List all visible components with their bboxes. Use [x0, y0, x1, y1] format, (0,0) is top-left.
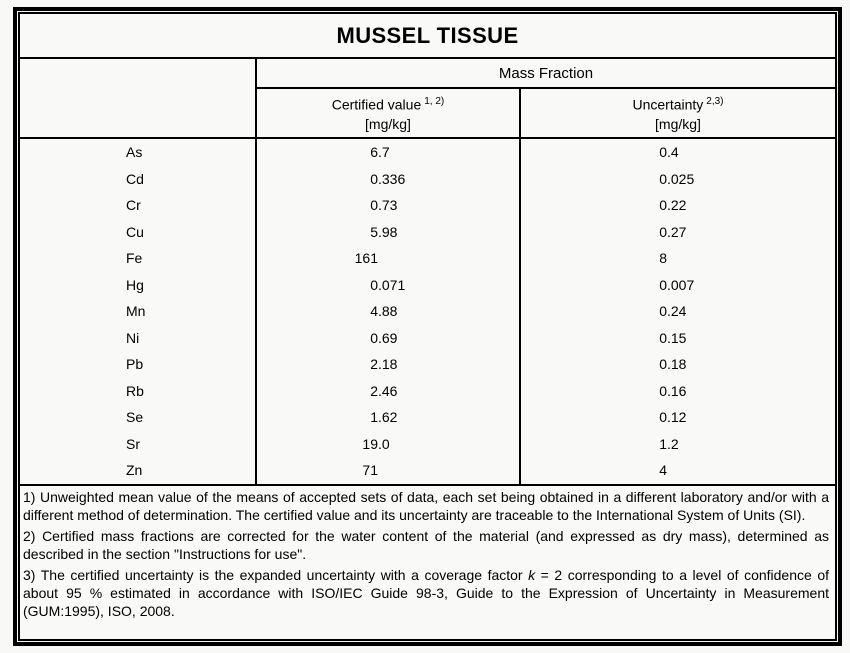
table-inner-frame: MUSSEL TISSUE Mass Fraction Certified va… — [18, 12, 837, 641]
table-row: Ni 0.69 0.15 — [20, 324, 835, 351]
element-symbol: Fe — [20, 245, 257, 272]
uncertainty-value: 1.2 — [659, 435, 679, 452]
uncertainty-value: 4 — [659, 462, 667, 479]
element-symbol: Ni — [20, 324, 257, 351]
certified-value: 0.071 — [257, 271, 521, 298]
uncertainty-label: Uncertainty — [632, 96, 704, 113]
uncertainty-unit: [mg/kg] — [655, 115, 701, 132]
certified-value-footnote-refs: 1, 2) — [424, 96, 445, 108]
table-row: Cu 5.98 0.27 — [20, 218, 835, 245]
header-certified-value: Certified value 1, 2) [mg/kg] — [257, 89, 521, 137]
uncertainty-value: 0.24 — [659, 303, 687, 320]
table-row: Sr 19.0 1.2 — [20, 430, 835, 457]
table-header: Mass Fraction Certified value 1, 2) [mg/k… — [20, 59, 835, 139]
uncertainty-label-line: Uncertainty 2,3) — [632, 92, 723, 115]
certified-value: 6.7 — [257, 139, 521, 166]
element-symbol: Cr — [20, 192, 257, 219]
element-symbol: Rb — [20, 377, 257, 404]
footnote-3-text-post: = 2 corresponding to a level of confiden… — [23, 566, 829, 619]
footnote-3: 3) The certified uncertainty is the expa… — [23, 566, 829, 620]
element-symbol: Cd — [20, 165, 257, 192]
uncertainty-value: 0.18 — [659, 356, 687, 373]
element-symbol: Cu — [20, 218, 257, 245]
uncertainty-value: 0.025 — [659, 170, 695, 187]
uncertainty-footnote-refs: 2,3) — [706, 96, 724, 108]
header-empty-cell — [20, 59, 257, 137]
certified-value-label: Certified value — [331, 96, 422, 113]
table-outer-frame: MUSSEL TISSUE Mass Fraction Certified va… — [13, 7, 842, 646]
footnote-1: 1) Unweighted mean value of the means of… — [23, 488, 829, 523]
footnote-3-k-symbol: k — [528, 566, 536, 583]
element-symbol: As — [20, 139, 257, 166]
element-symbol: Hg — [20, 271, 257, 298]
table-row: Se 1.62 0.12 — [20, 404, 835, 431]
table-row: Cd 0.336 0.025 — [20, 165, 835, 192]
certified-value: 5.98 — [257, 218, 521, 245]
uncertainty-value: 0.12 — [659, 409, 687, 426]
certified-value: 0.336 — [257, 165, 521, 192]
header-uncertainty: Uncertainty 2,3) [mg/kg] — [521, 89, 835, 137]
table-row: Fe 161 8 — [20, 245, 835, 272]
certified-value: 0.73 — [257, 192, 521, 219]
certified-value: 0.69 — [257, 324, 521, 351]
table-row: Cr 0.73 0.22 — [20, 192, 835, 219]
element-symbol: Mn — [20, 298, 257, 325]
certified-value: 19.0 — [257, 430, 521, 457]
uncertainty-value: 0.007 — [659, 276, 695, 293]
element-symbol: Pb — [20, 351, 257, 378]
table-row: As 6.7 0.4 — [20, 139, 835, 166]
uncertainty-value: 0.15 — [659, 329, 687, 346]
certified-value-unit: [mg/kg] — [365, 115, 411, 132]
certified-value: 2.18 — [257, 351, 521, 378]
table-body: As 6.7 0.4 Cd 0.336 0.025 Cr 0.73 0.22 Cu 5.98 0.27… — [20, 139, 835, 486]
table-row: Zn 71 4 — [20, 457, 835, 484]
table-title: MUSSEL TISSUE — [20, 14, 835, 59]
footnote-3-text-pre: 3) The certified uncertainty is the expa… — [23, 566, 529, 583]
table-row: Pb 2.18 0.18 — [20, 351, 835, 378]
table-row: Mn 4.88 0.24 — [20, 298, 835, 325]
table-row: Rb 2.46 0.16 — [20, 377, 835, 404]
certified-value: 2.46 — [257, 377, 521, 404]
header-mass-fraction: Mass Fraction — [257, 59, 835, 89]
table-row: Hg 0.071 0.007 — [20, 271, 835, 298]
footnote-2: 2) Certified mass fractions are correcte… — [23, 527, 829, 562]
uncertainty-value: 0.27 — [659, 223, 687, 240]
uncertainty-value: 0.22 — [659, 197, 687, 214]
certified-value: 71 — [257, 457, 521, 484]
certified-value: 161 — [257, 245, 521, 272]
certified-value: 1.62 — [257, 404, 521, 431]
footnotes: 1) Unweighted mean value of the means of… — [20, 486, 835, 640]
uncertainty-value: 0.4 — [659, 144, 679, 161]
uncertainty-value: 8 — [659, 250, 667, 267]
element-symbol: Se — [20, 404, 257, 431]
certified-value: 4.88 — [257, 298, 521, 325]
element-symbol: Sr — [20, 430, 257, 457]
element-symbol: Zn — [20, 457, 257, 484]
uncertainty-value: 0.16 — [659, 382, 687, 399]
certified-value-label-line: Certified value 1, 2) — [332, 92, 445, 115]
